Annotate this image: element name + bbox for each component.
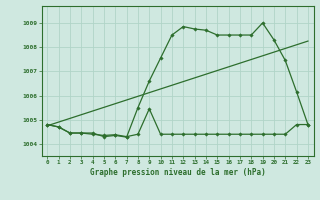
X-axis label: Graphe pression niveau de la mer (hPa): Graphe pression niveau de la mer (hPa) — [90, 168, 266, 177]
